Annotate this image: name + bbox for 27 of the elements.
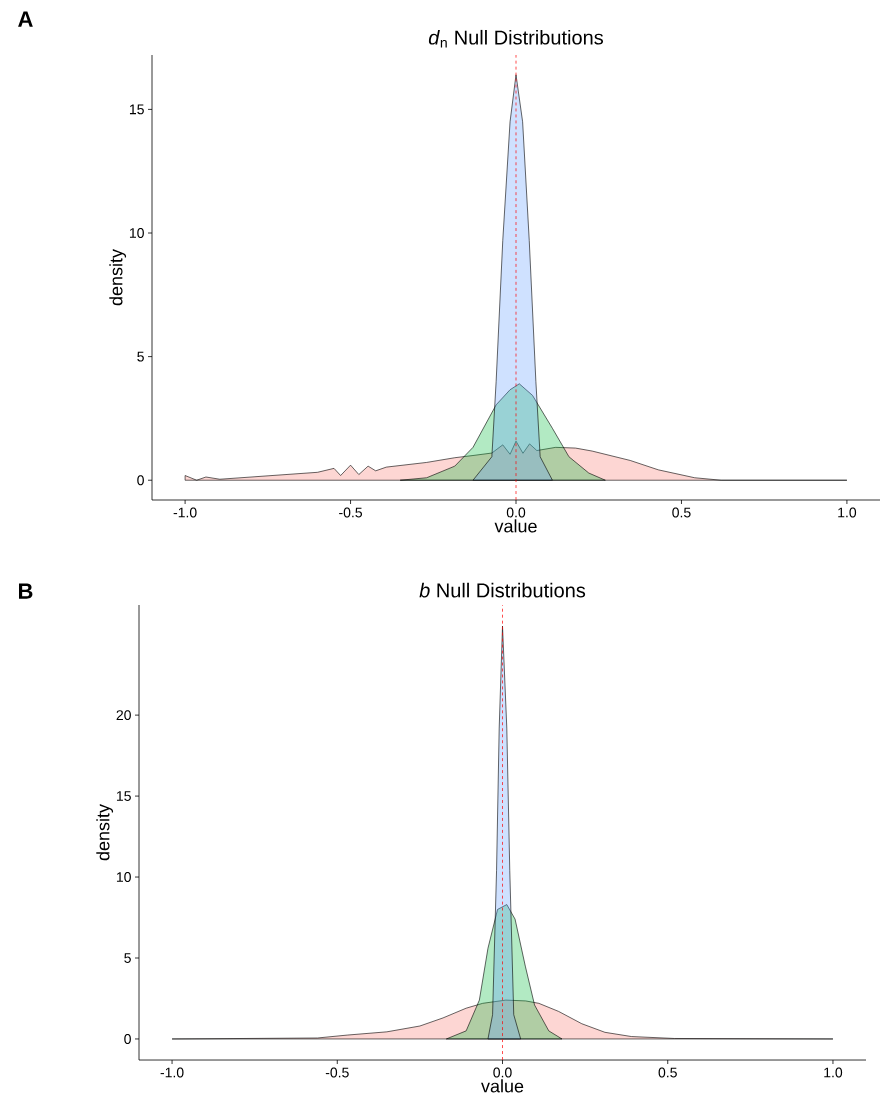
x-tick-label: 0.0 — [493, 1067, 512, 1078]
y-axis-title: density — [96, 804, 114, 861]
x-tick-label: 1.0 — [824, 1067, 843, 1078]
text: B — [18, 583, 33, 599]
x-tick-label: -0.5 — [339, 507, 363, 518]
x-tick-label: 0.0 — [506, 507, 526, 518]
y-tick-label: 0 — [137, 475, 144, 486]
y-tick-label: 10 — [129, 228, 144, 238]
y-tick-label: 0 — [124, 1034, 131, 1044]
y-tick-label: 20 — [116, 710, 131, 721]
y-tick-label: 15 — [116, 791, 131, 801]
x-axis-title: value — [494, 519, 537, 533]
x-tick-label: -0.5 — [325, 1067, 349, 1078]
x-tick-label: -1.0 — [160, 1067, 184, 1078]
y-tick-label: 15 — [129, 104, 144, 115]
chart-title: d$_{n}$ Null Distributions — [428, 29, 604, 48]
y-tick-label: 10 — [116, 872, 131, 882]
y-tick-label: 5 — [124, 953, 131, 963]
y-axis-title: density — [109, 249, 127, 306]
chart-title: b Null Distributions — [419, 582, 586, 598]
x-tick-label: 0.5 — [658, 1067, 677, 1078]
x-tick-label: -1.0 — [173, 507, 197, 518]
x-tick-label: 1.0 — [838, 507, 857, 518]
text: A — [18, 11, 33, 27]
x-axis-title: value — [481, 1079, 524, 1093]
x-tick-label: 0.5 — [672, 507, 691, 518]
y-tick-label: 5 — [137, 351, 144, 362]
